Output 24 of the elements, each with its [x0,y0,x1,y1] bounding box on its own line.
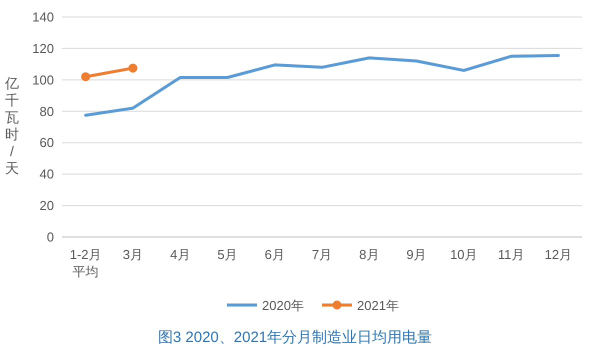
legend-label: 2021年 [357,298,399,313]
x-tick-label: 7月 [312,247,332,262]
x-tick-label: 3月 [122,247,144,262]
x-tick-label: 12月 [544,247,572,262]
y-tick-label: 0 [46,230,54,244]
text: 图3 2020、2021年分月制造业日均用电量 [158,329,432,346]
y-tick-label: 120 [32,40,54,56]
y-tick-label: 40 [40,166,54,182]
x-tick-label: 9月 [406,247,427,262]
x-tick-label: 1-2月平均 [70,247,102,279]
y-tick-label: 100 [32,72,54,88]
x-tick-label: 8月 [359,247,380,262]
x-tick-label: 4月 [170,247,190,262]
y-tick-label: 20 [40,198,54,214]
y-tick-label: 140 [32,10,54,24]
y-tick-label: 60 [40,135,54,150]
y-tick-label: 80 [40,104,54,119]
x-tick-label: 6月 [264,247,285,262]
x-tick-label: 10月 [450,247,478,262]
legend-label: 2020年 [262,298,304,313]
x-tick-label: 5月 [217,247,238,262]
y-axis-title: 亿千瓦时/天 [4,75,19,176]
line-series [84,54,560,117]
x-tick-label: 11月 [498,247,524,262]
